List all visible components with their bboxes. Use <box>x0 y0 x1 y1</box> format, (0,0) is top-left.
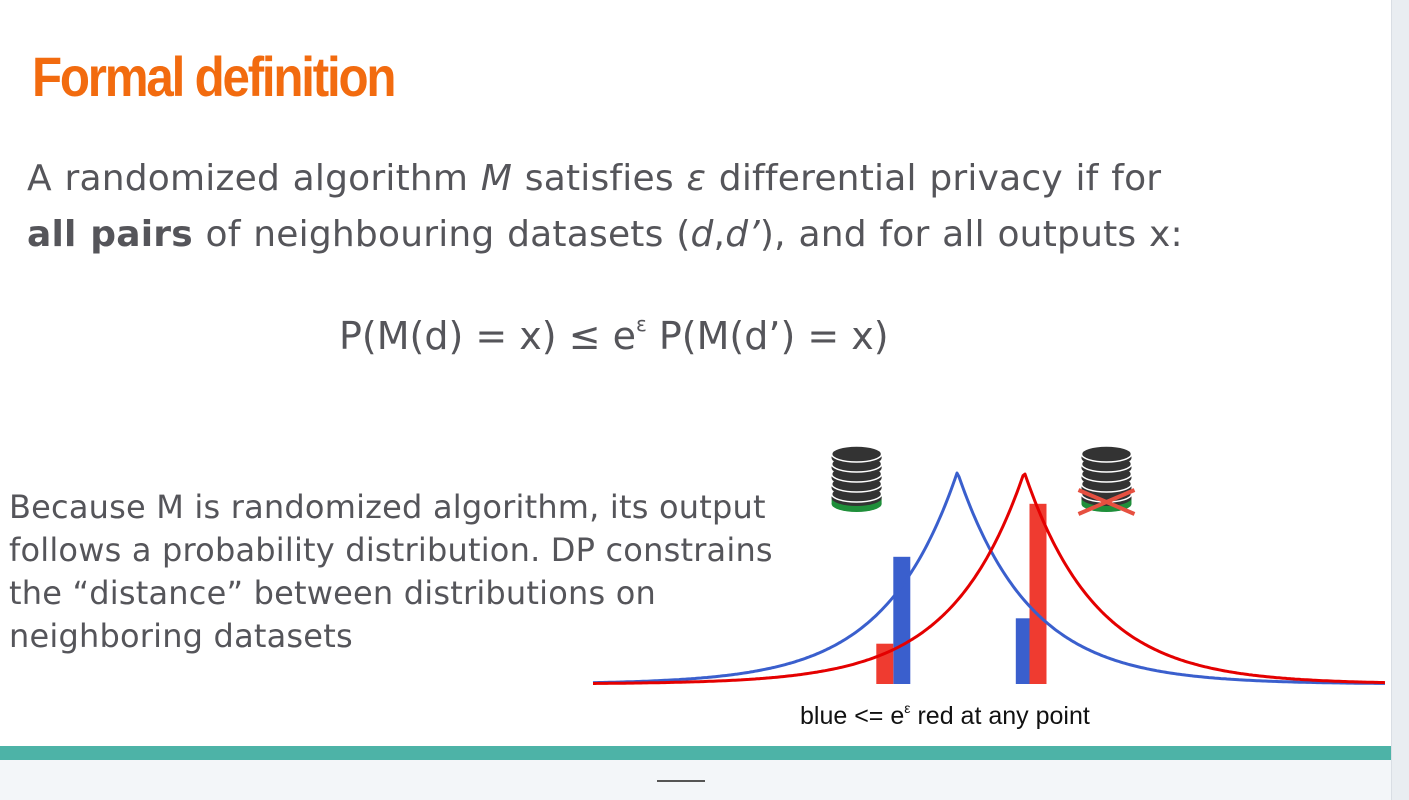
distribution-chart <box>592 445 1386 685</box>
page-indicator <box>657 780 705 782</box>
bottom-strip <box>0 760 1391 800</box>
crossed-database-icon <box>1077 445 1136 516</box>
definition-part: of neighbouring datasets ( <box>192 214 691 255</box>
formula-exponent: ε <box>636 312 647 336</box>
curve-blue <box>592 471 1385 685</box>
slide: Formal definition A randomized algorithm… <box>0 0 1391 746</box>
footer-accent-bar <box>0 746 1391 760</box>
caption-exponent: ε <box>904 700 911 716</box>
explanation-text: Because M is randomized algorithm, its o… <box>9 488 773 655</box>
slide-title: Formal definition <box>32 45 397 108</box>
definition-part: ), and for all outputs x: <box>759 214 1183 255</box>
definition-part: A randomized algorithm <box>27 158 481 199</box>
definition-bold: all pairs <box>27 214 193 255</box>
definition-part: satisfies <box>512 158 687 199</box>
bar-blue-3 <box>1015 618 1033 684</box>
bar-red-4 <box>1029 503 1047 684</box>
formula-right: P(M(d’) = x) <box>646 314 889 358</box>
definition-part: differential privacy if for <box>706 158 1162 199</box>
curve-red <box>593 472 1386 685</box>
epsilon-symbol: ε <box>686 158 707 199</box>
caption-right: red at any point <box>910 702 1090 730</box>
formula-left: P(M(d) = x) ≤ e <box>339 314 636 358</box>
dataset-d-prime: d’ <box>725 214 760 255</box>
definition-part: , <box>713 214 726 255</box>
dataset-d: d <box>690 214 714 255</box>
window-edge <box>1391 0 1409 800</box>
database-icon <box>830 445 883 512</box>
algorithm-symbol: M <box>480 158 513 199</box>
dp-formula: P(M(d) = x) ≤ eε P(M(d’) = x) <box>339 312 889 358</box>
chart-caption: blue <= eε red at any point <box>800 700 1090 731</box>
definition-text: A randomized algorithm M satisfies ε dif… <box>27 151 1327 263</box>
bar-blue-1 <box>893 556 911 684</box>
caption-left: blue <= e <box>800 702 905 730</box>
